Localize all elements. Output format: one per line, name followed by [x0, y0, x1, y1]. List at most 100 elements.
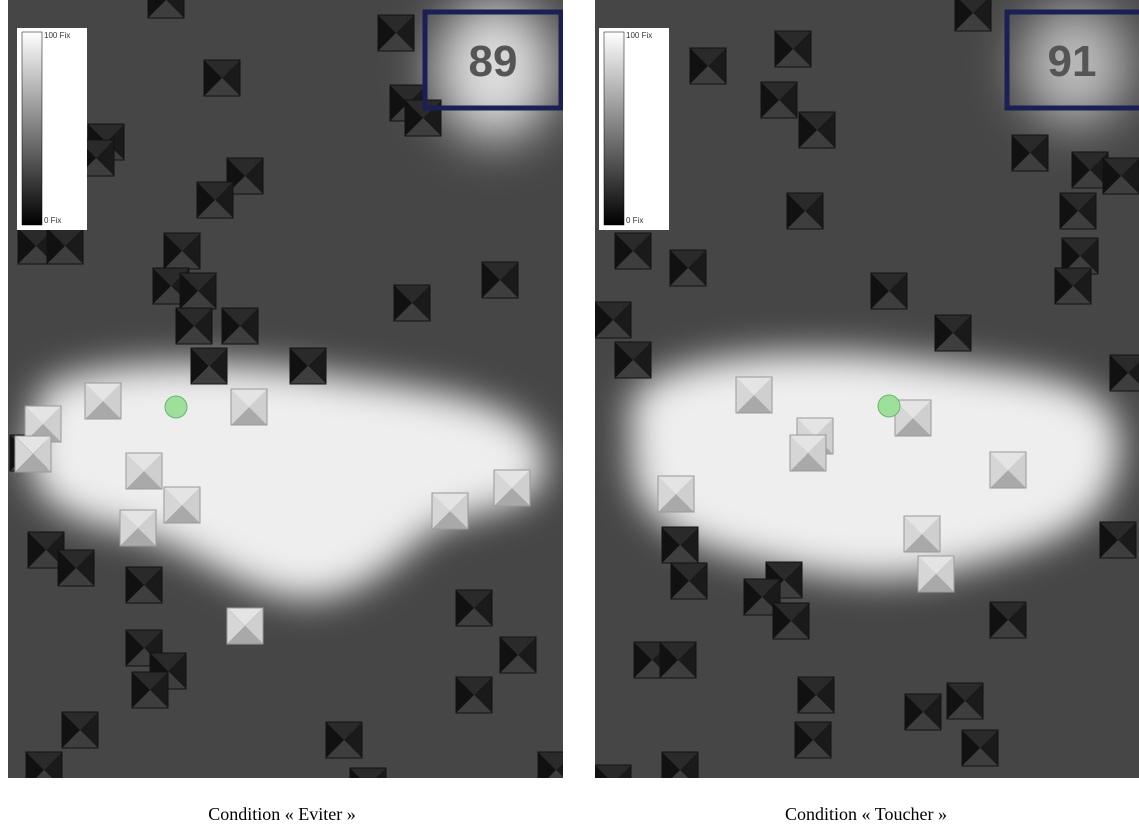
square-part [670, 250, 688, 286]
square-part [784, 562, 802, 598]
square-part [33, 436, 51, 472]
square [147, 0, 185, 19]
square-part [787, 193, 823, 211]
square-part [676, 476, 694, 512]
square-part [735, 376, 773, 414]
square-part [980, 730, 998, 766]
square-part [662, 752, 680, 778]
square-part [1072, 152, 1090, 188]
square-part [657, 475, 695, 513]
square-part [1008, 602, 1026, 638]
square-part [518, 637, 536, 673]
panel: 89 100 Fix 0 Fix [8, 0, 563, 778]
square-part [658, 476, 694, 494]
square-part [204, 60, 222, 96]
square-part [455, 676, 493, 714]
square-part [556, 763, 563, 777]
square-part [47, 228, 83, 246]
square [934, 314, 972, 352]
square-part [500, 637, 536, 655]
square-part [1072, 152, 1108, 170]
square-part [1055, 268, 1091, 286]
square-part [164, 233, 182, 269]
square-part [58, 568, 94, 586]
square-part [1059, 192, 1097, 230]
square-part [689, 47, 727, 85]
square-part [1030, 135, 1048, 171]
square-part [918, 556, 936, 592]
square-part [798, 695, 834, 713]
square-part [1103, 158, 1121, 194]
square-part [961, 729, 999, 767]
square-part [798, 677, 816, 713]
square-part [474, 677, 492, 713]
square-part [903, 515, 941, 553]
square-part [215, 182, 233, 218]
square-part [671, 563, 689, 599]
square [798, 111, 836, 149]
square-part [432, 493, 450, 529]
square-part [222, 308, 240, 344]
square-part [456, 608, 492, 626]
square-part [180, 291, 216, 309]
square [349, 767, 387, 778]
square-part [180, 273, 198, 309]
square-part [743, 578, 781, 616]
square [377, 14, 415, 52]
square-part [660, 642, 678, 678]
square [179, 272, 217, 310]
square-part [396, 15, 414, 51]
square-part [182, 233, 200, 269]
square-part [26, 752, 62, 770]
square-part [989, 451, 1027, 489]
square-part [499, 636, 537, 674]
square-part [378, 15, 414, 33]
square-part [96, 140, 114, 176]
square-part [191, 348, 209, 384]
square-part [25, 406, 43, 442]
square-part [245, 158, 263, 194]
square-part [766, 562, 802, 580]
square-part [962, 730, 998, 748]
square [774, 30, 812, 68]
square [481, 261, 519, 299]
square-part [613, 302, 631, 338]
square-part [126, 567, 144, 603]
square-part [76, 550, 94, 586]
square [904, 693, 942, 731]
squares [595, 0, 1139, 778]
square-part [150, 672, 168, 708]
square-part [672, 770, 688, 778]
square-part [308, 348, 326, 384]
square-part [965, 683, 983, 719]
square-part [662, 545, 698, 563]
square-part [456, 677, 492, 695]
square-part [787, 193, 805, 229]
square-part [249, 389, 267, 425]
square-part [61, 711, 99, 749]
square-part [378, 33, 414, 51]
square-part [191, 366, 227, 384]
square [230, 388, 268, 426]
square-part [947, 701, 983, 719]
square-part [895, 400, 931, 418]
square [595, 301, 632, 339]
square-part [614, 232, 652, 270]
square-part [176, 326, 212, 344]
square [946, 682, 984, 720]
square-part [394, 303, 430, 321]
square-part [326, 722, 344, 758]
square-part [1078, 193, 1096, 229]
square-part [119, 509, 157, 547]
square-part [595, 301, 632, 339]
square [595, 764, 632, 778]
square-part [662, 527, 680, 563]
square [1054, 267, 1092, 305]
square-part [670, 250, 706, 268]
square-part [455, 589, 493, 627]
square [657, 475, 695, 513]
square-part [990, 620, 1026, 638]
square [670, 562, 708, 600]
square-part [1102, 157, 1139, 195]
square-part [595, 765, 631, 778]
